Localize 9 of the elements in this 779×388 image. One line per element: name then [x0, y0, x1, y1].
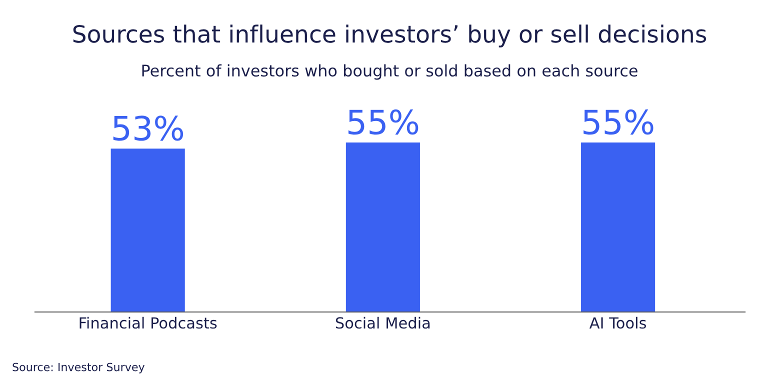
- x-tick-label: Social Media: [336, 316, 430, 329]
- source-note: Source: Investor Survey: [12, 362, 145, 374]
- x-tick-label: Financial Podcasts: [80, 316, 217, 329]
- chart-subtitle: Percent of investors who bought or sold based on each source: [142, 64, 638, 80]
- data-label: 53%: [113, 116, 184, 141]
- x-tick-label: AI Tools: [589, 316, 646, 329]
- data-label: 55%: [584, 109, 654, 135]
- data-label: 55%: [348, 109, 418, 135]
- chart-title: Sources that influence investors’ buy or sell decisions: [73, 24, 706, 48]
